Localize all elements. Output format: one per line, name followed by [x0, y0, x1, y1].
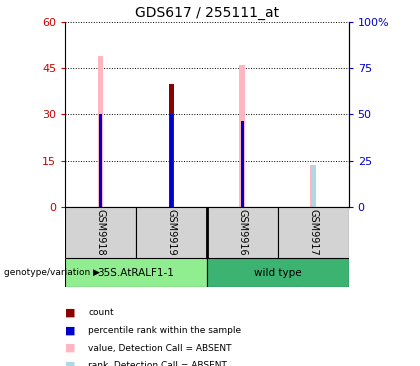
- Text: ■: ■: [65, 361, 76, 366]
- Text: GSM9919: GSM9919: [166, 209, 176, 256]
- Bar: [310, 165, 316, 207]
- Text: ■: ■: [65, 325, 76, 336]
- Bar: [207, 258, 349, 287]
- Text: GSM9917: GSM9917: [308, 209, 318, 256]
- Bar: [170, 114, 173, 207]
- Title: GDS617 / 255111_at: GDS617 / 255111_at: [135, 5, 279, 19]
- Bar: [207, 207, 278, 258]
- Bar: [312, 165, 315, 207]
- Bar: [99, 114, 102, 207]
- Bar: [278, 207, 349, 258]
- Text: value, Detection Call = ABSENT: value, Detection Call = ABSENT: [88, 344, 232, 352]
- Text: ■: ■: [65, 343, 76, 353]
- Text: percentile rank within the sample: percentile rank within the sample: [88, 326, 242, 335]
- Text: wild type: wild type: [254, 268, 302, 278]
- Bar: [65, 207, 136, 258]
- Bar: [239, 65, 245, 207]
- Bar: [65, 258, 207, 287]
- Text: 35S.AtRALF1-1: 35S.AtRALF1-1: [97, 268, 174, 278]
- Text: GSM9918: GSM9918: [95, 209, 105, 256]
- Text: count: count: [88, 309, 114, 317]
- Bar: [136, 207, 207, 258]
- Text: GSM9916: GSM9916: [237, 209, 247, 256]
- Bar: [241, 120, 244, 207]
- Bar: [169, 83, 173, 207]
- Bar: [98, 56, 103, 207]
- Bar: [168, 83, 174, 207]
- Text: rank, Detection Call = ABSENT: rank, Detection Call = ABSENT: [88, 361, 227, 366]
- Text: ■: ■: [65, 308, 76, 318]
- Text: genotype/variation ▶: genotype/variation ▶: [4, 268, 100, 277]
